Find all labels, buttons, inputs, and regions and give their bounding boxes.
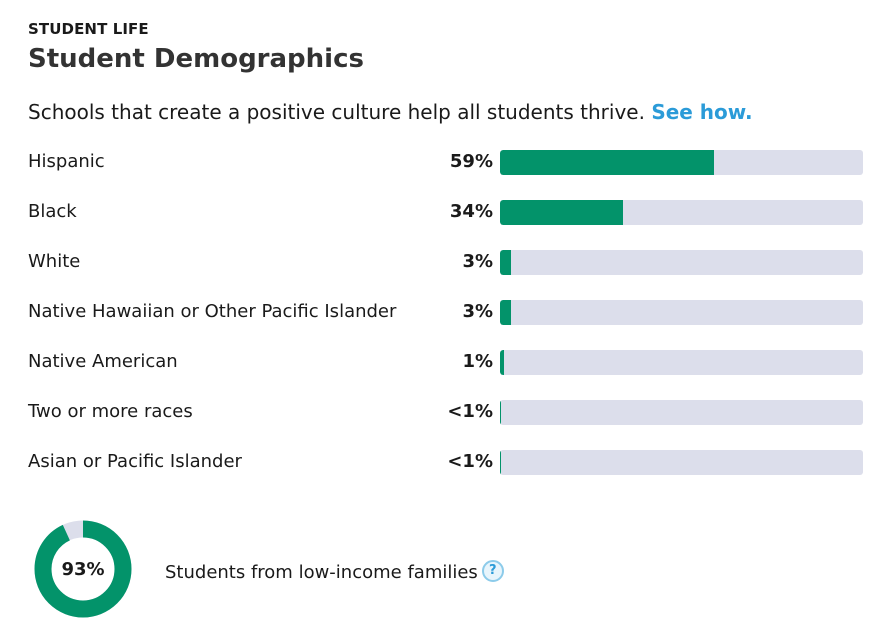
category-label: White	[28, 251, 81, 272]
value-label: 3%	[462, 251, 493, 272]
chart-row: Hispanic 59%	[0, 150, 893, 176]
low-income-label: Students from low-income families?	[165, 560, 504, 584]
section-label: STUDENT LIFE	[28, 20, 149, 38]
category-label: Two or more races	[28, 401, 193, 422]
bar-track	[500, 200, 863, 225]
bar-track	[500, 250, 863, 275]
bar-fill	[500, 150, 715, 175]
category-label: Native Hawaiian or Other Pacific Islande…	[28, 301, 397, 322]
category-label: Hispanic	[28, 151, 105, 172]
value-label: 34%	[449, 201, 493, 222]
chart-row: Two or more races <1%	[0, 400, 893, 426]
value-label: <1%	[447, 401, 493, 422]
bar-fill	[500, 300, 511, 325]
see-how-link[interactable]: See how.	[651, 100, 753, 124]
bar-fill	[500, 400, 502, 425]
bar-fill	[500, 250, 511, 275]
donut-value: 93%	[61, 559, 105, 580]
category-label: Asian or Pacific Islander	[28, 451, 242, 472]
bar-track	[500, 300, 863, 325]
donut-chart	[34, 520, 132, 618]
bar-track	[500, 150, 863, 175]
intro-sentence: Schools that create a positive culture h…	[28, 100, 645, 124]
chart-row: Black 34%	[0, 200, 893, 226]
bar-track	[500, 350, 863, 375]
value-label: 1%	[462, 351, 493, 372]
low-income-donut: 93%	[34, 520, 132, 618]
bar-track	[500, 400, 863, 425]
bar-fill	[500, 350, 504, 375]
category-label: Black	[28, 201, 77, 222]
category-label: Native American	[28, 351, 178, 372]
page-title: Student Demographics	[28, 44, 364, 74]
chart-row: White 3%	[0, 250, 893, 276]
low-income-text: Students from low-income families	[165, 562, 478, 583]
intro-text: Schools that create a positive culture h…	[28, 100, 753, 124]
value-label: 3%	[462, 301, 493, 322]
bar-fill	[500, 200, 624, 225]
chart-row: Asian or Pacific Islander <1%	[0, 450, 893, 476]
chart-row: Native Hawaiian or Other Pacific Islande…	[0, 300, 893, 326]
bar-track	[500, 450, 863, 475]
question-circle-icon[interactable]: ?	[481, 560, 504, 582]
value-label: <1%	[447, 451, 493, 472]
value-label: 59%	[449, 151, 493, 172]
chart-row: Native American 1%	[0, 350, 893, 376]
donut-arc	[34, 520, 132, 618]
